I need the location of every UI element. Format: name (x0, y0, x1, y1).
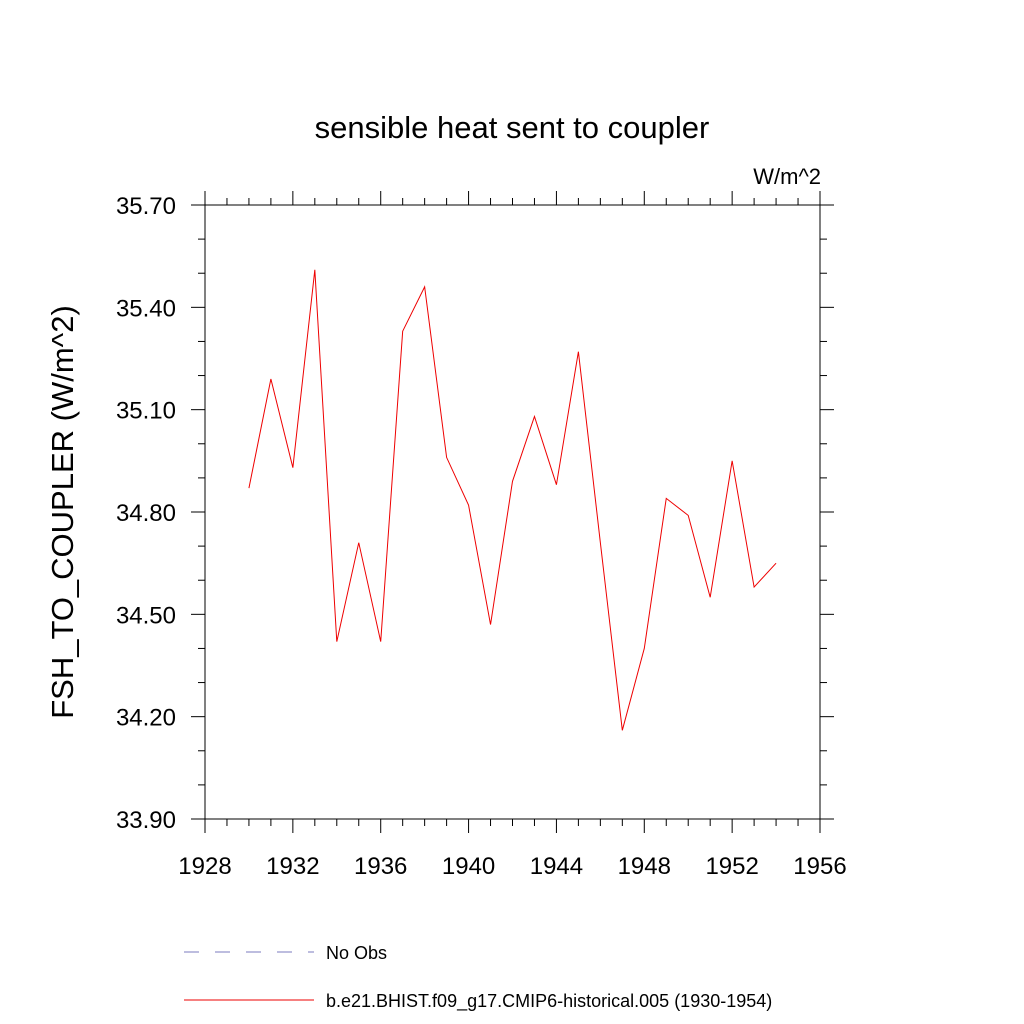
y-tick-label: 35.40 (116, 295, 176, 322)
chart-title: sensible heat sent to coupler (315, 110, 710, 145)
y-tick-label: 34.80 (116, 500, 176, 527)
y-tick-label: 35.70 (116, 193, 176, 220)
x-tick-label: 1932 (266, 853, 319, 880)
series-line-1 (248, 269, 777, 731)
x-tick-label: 1936 (354, 853, 407, 880)
x-tick-label: 1948 (618, 853, 671, 880)
y-tick-label: 34.20 (116, 705, 176, 732)
axis-tick-labels: 1928 1932 1936 1940 1944 1948 1952 1956 33.90 34.… (116, 193, 847, 880)
y-axis-label: FSH_TO_COUPLER (W/m^2) (45, 305, 80, 719)
x-tick-label: 1940 (442, 853, 495, 880)
legend-label-0: No Obs (326, 943, 387, 963)
x-tick-label: 1956 (793, 853, 846, 880)
units-label: W/m^2 (753, 164, 821, 189)
legend: No Obs b.e21.BHIST.f09_g17.CMIP6-historic… (184, 943, 772, 1012)
x-tick-label: 1928 (178, 853, 231, 880)
y-tick-label: 33.90 (116, 807, 176, 834)
legend-label-1: b.e21.BHIST.f09_g17.CMIP6-historical.005… (326, 991, 772, 1012)
x-tick-label: 1944 (530, 853, 583, 880)
y-tick-label: 35.10 (116, 398, 176, 425)
series-lines (248, 269, 777, 731)
y-tick-label: 34.50 (116, 602, 176, 629)
plot-area-frame (204, 204, 821, 820)
x-tick-label: 1952 (705, 853, 758, 880)
axis-ticks (191, 191, 834, 833)
